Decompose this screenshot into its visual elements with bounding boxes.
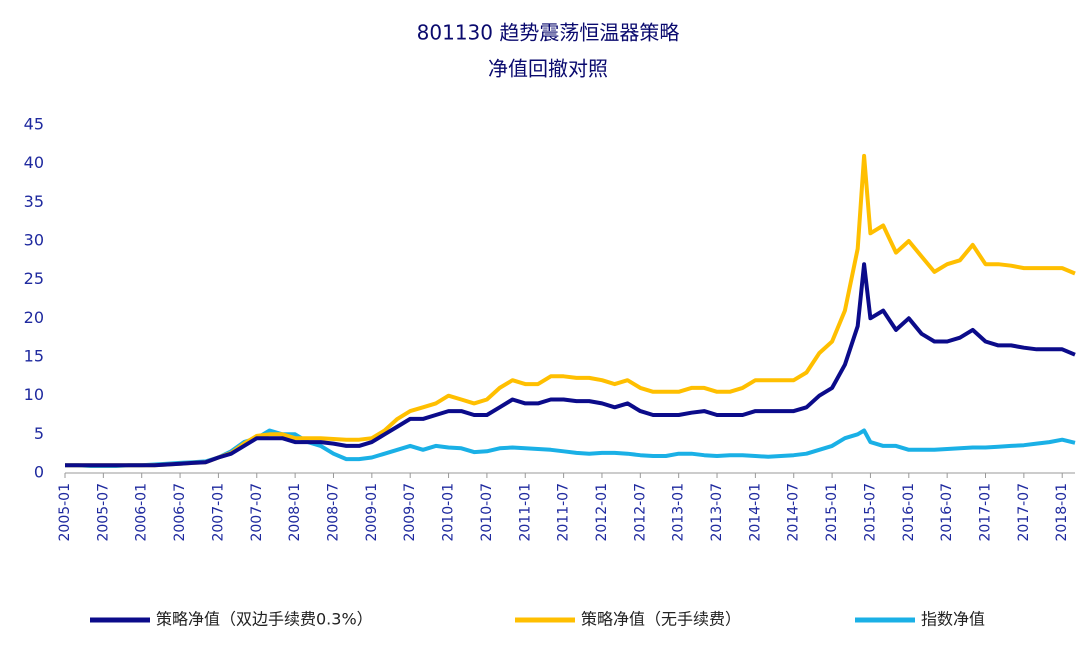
y-tick-label: 45: [24, 115, 44, 134]
x-tick-label: 2011-01: [517, 483, 533, 542]
y-tick-label: 30: [24, 231, 44, 250]
legend-label: 指数净值: [921, 610, 985, 629]
x-tick-label: 2006-01: [134, 483, 150, 542]
series-line: [65, 428, 1076, 468]
x-tick-label: 2007-01: [210, 483, 226, 542]
y-tick-label: 5: [34, 424, 44, 443]
x-tick-label: 2008-07: [325, 483, 341, 542]
x-tick-label: 2018-01: [1054, 483, 1070, 542]
series-line: [65, 153, 1076, 468]
chart-subtitle: 净值回撤对照: [488, 57, 608, 81]
y-tick-label: 35: [24, 192, 44, 211]
y-tick-label: 25: [24, 269, 44, 288]
x-tick-label: 2014-01: [747, 483, 763, 542]
x-tick-label: 2010-07: [479, 483, 495, 542]
x-tick-label: 2005-01: [57, 483, 73, 542]
x-tick-label: 2009-07: [402, 483, 418, 542]
x-tick-label: 2014-07: [786, 483, 802, 542]
chart-title: 801130 趋势震荡恒温器策略: [417, 21, 680, 45]
x-tick-label: 2012-07: [632, 483, 648, 542]
y-tick-label: 20: [24, 308, 44, 327]
legend-label: 策略净值（无手续费）: [581, 610, 741, 629]
x-tick-label: 2008-01: [287, 483, 303, 542]
y-tick-label: 15: [24, 347, 44, 366]
x-tick-label: 2006-07: [172, 483, 188, 542]
x-tick-label: 2013-01: [671, 483, 687, 542]
x-tick-label: 2017-01: [978, 483, 994, 542]
x-tick-label: 2015-07: [862, 483, 878, 542]
series-line: [65, 262, 1076, 468]
y-tick-label: 0: [34, 463, 44, 482]
x-tick-label: 2015-01: [824, 483, 840, 542]
x-tick-label: 2016-01: [901, 483, 917, 542]
x-tick-label: 2016-07: [939, 483, 955, 542]
x-tick-label: 2009-01: [364, 483, 380, 542]
x-tick-label: 2012-01: [594, 483, 610, 542]
y-tick-label: 10: [24, 385, 44, 404]
legend-label: 策略净值（双边手续费0.3%）: [156, 610, 373, 629]
x-tick-label: 2011-07: [556, 483, 572, 542]
x-tick-label: 2005-07: [95, 483, 111, 542]
y-tick-label: 40: [24, 153, 44, 172]
x-tick-label: 2007-07: [249, 483, 265, 542]
x-tick-label: 2010-01: [441, 483, 457, 542]
x-tick-label: 2017-07: [1016, 483, 1032, 542]
x-tick-label: 2013-07: [709, 483, 725, 542]
